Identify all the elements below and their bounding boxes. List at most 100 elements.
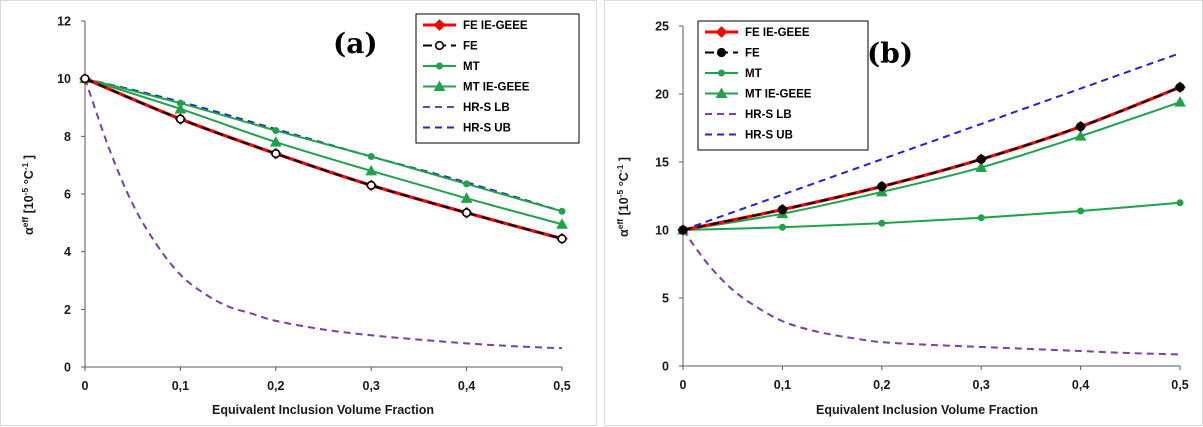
chart-a-legend-marker [433, 80, 446, 91]
chart-a-svg: 0 2 4 6 8 10 12 0 0,1 0,2 0,3 0,4 0,5 Equivalent Incl… [20, 13, 580, 417]
chart-a-legend-label: HR-S UB [463, 123, 511, 135]
chart-b-series-hr-s-lb [682, 229, 1181, 356]
chart-a-point-fe [557, 234, 567, 244]
chart-a-y-tick-label: 0 [64, 361, 71, 375]
chart-b-legend: FE IE-GEEE FE MT MT IE-GEEE HR-S LB HR-S UB [697, 20, 869, 151]
chart-a-line-mt-ie-geee [84, 77, 563, 226]
chart-b-point-mt [778, 223, 786, 231]
chart-a-legend-item-mt: MT [423, 61, 480, 73]
chart-a-point-fe [80, 74, 90, 84]
chart-b-point-fe [877, 181, 887, 192]
chart-a-legend-item-fe-ie-geee: FE IE-GEEE [423, 19, 528, 32]
chart-a-legend: FE IE-GEEE FE MT MT IE-GEEE HR-S LB HR-S UB [415, 13, 580, 144]
chart-b-legend-marker [715, 26, 728, 38]
chart-b-x-tick-label: 0 [680, 378, 687, 392]
chart-b-svg: 0 5 10 15 20 25 0 0,1 0,2 0,3 0,4 0,5 Equivalent Inc… [615, 20, 1189, 418]
chart-a-point-mt-ie-geee [556, 218, 568, 229]
chart-b-point-fe [1076, 122, 1086, 132]
chart-b-panel-label: (b) [867, 37, 913, 70]
chart-b-legend-item-mt-ie-geee: MT IE-GEEE [705, 87, 812, 101]
chart-a-point-mt-ie-geee [365, 164, 378, 176]
chart-b-line-mt-ie-geee [682, 101, 1181, 231]
chart-a-legend-item-fe: FE [423, 41, 478, 53]
chart-b-y-tick-label: 20 [655, 88, 669, 102]
chart-a-point-mt [463, 180, 471, 188]
chart-b-legend-label: HR-S UB [745, 130, 793, 142]
chart-a-y-tick-label: 10 [57, 72, 71, 86]
chart-a-legend-box [415, 13, 580, 144]
chart-b-legend-label: MT [745, 68, 762, 80]
chart-a-line-hr-s-ub [84, 77, 563, 213]
chart-panel-a: 0 2 4 6 8 10 12 0 0,1 0,2 0,3 0,4 0,5 Equivalent Incl… [0, 0, 597, 426]
chart-b-x-tick-label: 0,3 [973, 378, 990, 392]
chart-a-y-tick-label: 8 [64, 130, 71, 144]
chart-b-axes: 0 5 10 15 20 25 0 0,1 0,2 0,3 0,4 0,5 [655, 20, 1189, 393]
chart-b-y-axis-title: αeff [10-5 °C-1 ] [615, 157, 631, 237]
chart-a-y-axis-title: αeff [10-5 °C-1 ] [20, 155, 36, 235]
chart-b-legend-box [697, 20, 869, 151]
chart-a-point-mt [272, 127, 280, 135]
chart-a-legend-item-hr-s-lb: HR-S LB [423, 102, 510, 114]
chart-b-point-mt-ie-geee [975, 161, 988, 172]
chart-b-legend-item-fe-ie-geee: FE IE-GEEE [705, 26, 810, 39]
chart-b-point-fe [1175, 82, 1185, 92]
chart-a-point-mt [558, 207, 566, 215]
chart-a-x-tick-label: 0,4 [458, 379, 475, 393]
chart-b-x-tick-label: 0,2 [873, 378, 890, 392]
chart-a-point-fe [271, 149, 281, 159]
chart-b-legend-label: FE [745, 48, 760, 60]
chart-a-x-tick-label: 0,5 [553, 379, 570, 393]
chart-a-point-fe [366, 180, 376, 190]
chart-a-legend-label: HR-S LB [463, 102, 510, 114]
chart-a-legend-marker [433, 19, 446, 31]
chart-b-series-hr-s-ub [682, 52, 1181, 231]
chart-b-series-fe [678, 82, 1185, 235]
chart-a-line-fe [84, 77, 563, 240]
chart-a-point-fe [175, 114, 185, 124]
chart-b-point-mt-ie-geee [1074, 130, 1087, 141]
chart-b-point-fe [678, 225, 688, 235]
chart-a-series-hr-s-lb [84, 78, 563, 350]
chart-b-legend-marker [715, 87, 728, 98]
chart-b-line-mt [682, 201, 1181, 231]
chart-b-point-mt [878, 219, 886, 227]
chart-b-line-hr-s-lb [682, 229, 1181, 356]
chart-a-x-tick-label: 0,1 [172, 379, 189, 393]
chart-a-series-mt [81, 75, 566, 215]
chart-b-y-tick-label: 5 [662, 292, 669, 306]
chart-b-y-tick-label: 25 [655, 20, 669, 34]
chart-a-legend-label: MT [463, 61, 480, 73]
chart-b-legend-label: FE IE-GEEE [745, 27, 810, 39]
chart-b-legend-label: MT IE-GEEE [745, 89, 812, 101]
chart-a-line-hr-s-lb [84, 78, 563, 350]
chart-a-panel-label: (a) [333, 27, 378, 60]
chart-b-legend-item-fe: FE [705, 48, 760, 60]
chart-b-series-mt-ie-geee [677, 96, 1186, 235]
chart-b-legend-item-mt: MT [705, 68, 762, 80]
chart-b-x-axis-title: Equivalent Inclusion Volume Fraction [816, 403, 1038, 417]
chart-a-legend-label: FE [463, 41, 478, 53]
chart-a-legend-marker [436, 62, 443, 70]
chart-a-x-axis-title: Equivalent Inclusion Volume Fraction [212, 403, 434, 417]
chart-a-axes: 0 2 4 6 8 10 12 0 0,1 0,2 0,3 0,4 0,5 [57, 15, 571, 394]
chart-b-y-tick-label: 0 [662, 360, 669, 374]
chart-b-y-tick-label: 15 [655, 156, 669, 170]
chart-b-legend-item-hr-s-lb: HR-S LB [705, 109, 792, 121]
chart-b-line-hr-s-ub [682, 52, 1181, 231]
chart-panel-b: 0 5 10 15 20 25 0 0,1 0,2 0,3 0,4 0,5 Equivalent Inc… [604, 0, 1203, 426]
chart-a-y-tick-label: 4 [64, 245, 71, 259]
chart-a-point-fe [462, 208, 472, 218]
chart-a-series-fe [80, 74, 567, 244]
chart-a-series-hr-s-ub [84, 77, 563, 213]
chart-b-line-fe [682, 86, 1181, 231]
chart-b-point-fe [777, 205, 787, 215]
chart-a-x-tick-label: 0 [82, 379, 89, 393]
chart-b-x-tick-label: 0,4 [1072, 378, 1089, 392]
chart-b-point-fe [976, 154, 986, 164]
chart-b-point-mt [1077, 207, 1085, 215]
chart-b-legend-label: HR-S LB [745, 109, 792, 121]
chart-b-point-mt [1176, 199, 1184, 207]
chart-b-legend-marker [718, 69, 725, 77]
chart-a-legend-label: MT IE-GEEE [463, 82, 530, 94]
chart-b-legend-marker [716, 47, 727, 58]
